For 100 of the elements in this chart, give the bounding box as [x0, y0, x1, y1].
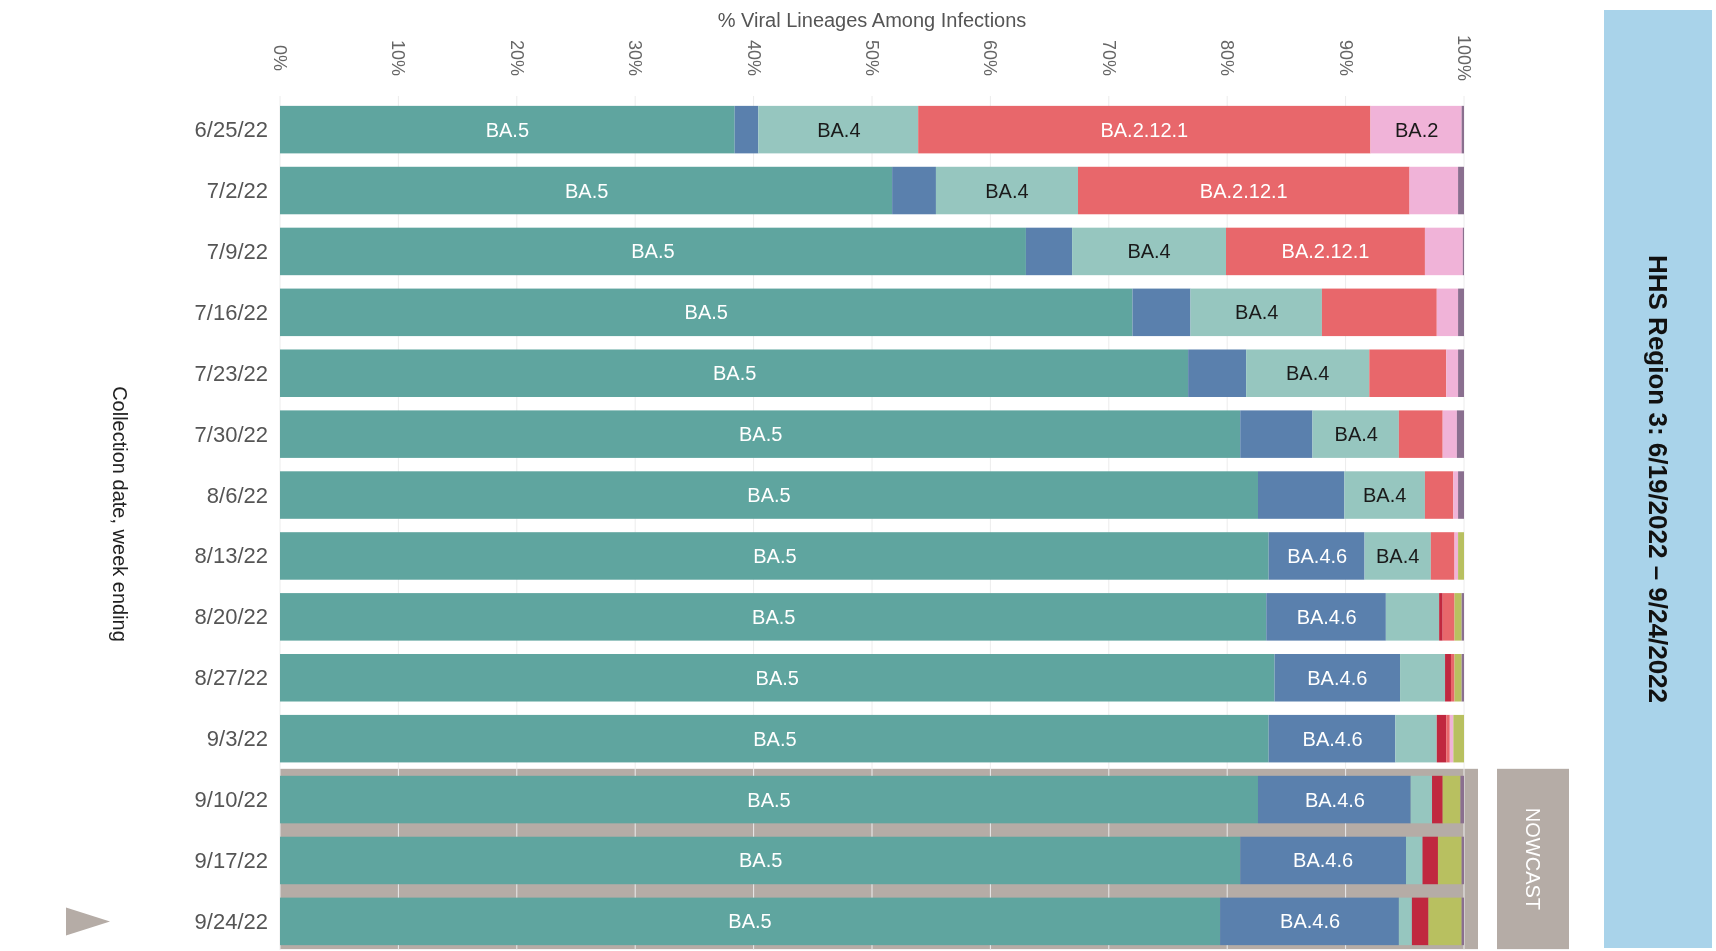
bar — [1446, 714, 1450, 763]
bar — [1442, 775, 1461, 824]
bar — [1456, 410, 1464, 458]
annotation: BA.4 — [1127, 240, 1171, 263]
x-tick-label: 0% — [270, 44, 290, 72]
annotation: BA.5 — [485, 118, 530, 141]
bar — [1424, 227, 1463, 276]
annotation: BA.5 — [752, 605, 796, 628]
bar — [1226, 227, 1425, 276]
bar — [280, 775, 1258, 824]
annotation: BA.5 — [684, 301, 728, 324]
bar — [1432, 775, 1443, 824]
bar — [1445, 654, 1451, 702]
bar — [1430, 532, 1455, 580]
bar — [1409, 166, 1459, 215]
annotation: BA.5 — [755, 666, 799, 689]
annotation: BA.5 — [747, 788, 791, 811]
bar — [1454, 593, 1462, 641]
annotation: BA.5 — [739, 423, 783, 446]
bar — [280, 532, 1269, 580]
annotation: BA.5 — [564, 179, 609, 202]
annotation: BA.2 — [1394, 118, 1439, 141]
y-tick-label: 9/3/22 — [206, 726, 268, 752]
annotation: BA.4.6 — [1293, 849, 1354, 872]
annotation: BA.5 — [753, 544, 797, 567]
annotation: BA.4.6 — [1287, 544, 1348, 567]
x-tick-label: 60% — [980, 39, 1001, 77]
bar — [1411, 897, 1429, 946]
x-tick-label: 70% — [1098, 39, 1119, 77]
annotation: BA.2.12.1 — [1199, 179, 1288, 202]
y-tick-label: 8/13/22 — [194, 543, 268, 569]
annotation: BA.4 — [1235, 301, 1279, 324]
bar — [1436, 714, 1447, 763]
y-tick-label: 6/25/22 — [194, 117, 268, 143]
bar — [734, 105, 759, 154]
bar — [1240, 410, 1313, 458]
bar — [1453, 714, 1464, 763]
bar — [280, 410, 1241, 458]
bar — [280, 105, 735, 154]
bar — [1446, 349, 1459, 397]
annotation: BA.2.12.1 — [1100, 118, 1189, 141]
bar — [1240, 836, 1406, 885]
annotation: BA.4.6 — [1296, 605, 1357, 628]
bar — [1072, 227, 1227, 276]
bar — [1190, 288, 1322, 337]
bar — [1257, 775, 1411, 824]
y-tick-label: 7/9/22 — [206, 238, 268, 264]
bar — [280, 836, 1241, 885]
bar — [1398, 410, 1443, 458]
bar — [1424, 471, 1454, 519]
y-tick-label: 9/24/22 — [194, 908, 268, 934]
annotation: BA.5 — [712, 362, 757, 385]
x-tick-label: 30% — [625, 39, 646, 77]
bar — [892, 166, 936, 215]
x-tick-label: 50% — [862, 39, 882, 77]
annotation: BA.5 — [747, 484, 791, 507]
annotation: BA.4 — [1286, 362, 1330, 385]
bar — [280, 227, 1026, 276]
bar — [758, 105, 919, 154]
y-tick-label: 7/16/22 — [194, 299, 268, 325]
annotation: BA.2.12.1 — [1281, 240, 1370, 263]
bar — [1369, 349, 1447, 397]
bar — [1257, 471, 1345, 519]
annotation: BA.5 — [753, 727, 797, 750]
x-tick-label: 20% — [506, 39, 527, 77]
bar — [1268, 714, 1396, 763]
bar — [1246, 349, 1370, 397]
bar — [1078, 166, 1410, 215]
bar — [1436, 288, 1459, 337]
bar — [1410, 775, 1433, 824]
x-tick-label: 100% — [1454, 34, 1474, 82]
annotation: BA.4.6 — [1304, 788, 1365, 811]
bar — [918, 105, 1371, 154]
bar — [280, 654, 1275, 702]
bar — [1025, 227, 1073, 276]
x-tick-label: 80% — [1217, 39, 1238, 77]
y-tick-label: 9/17/22 — [194, 847, 268, 873]
bar — [1266, 593, 1386, 641]
y-tick-label: 8/6/22 — [206, 482, 268, 508]
bar — [280, 349, 1189, 397]
annotation: BA.4 — [1334, 423, 1378, 446]
bar — [280, 714, 1269, 763]
bar — [1458, 471, 1464, 519]
bar — [1458, 288, 1464, 337]
bar — [1405, 836, 1423, 885]
y-tick-label: 7/23/22 — [194, 360, 268, 386]
annotation: BA.4.6 — [1307, 666, 1368, 689]
bar — [1458, 166, 1464, 215]
bar — [1312, 410, 1399, 458]
x-tick-label: 10% — [388, 39, 409, 77]
bar — [280, 593, 1267, 641]
bar — [935, 166, 1079, 215]
bar — [1132, 288, 1191, 337]
x-axis-title: % Viral Lineages Among Infections — [717, 9, 1027, 31]
bar — [1274, 654, 1401, 702]
bar — [280, 288, 1133, 337]
bar — [1460, 775, 1464, 824]
y-tick-label: 7/30/22 — [194, 421, 268, 447]
y-axis-title: Collection date, week ending — [109, 386, 131, 642]
annotation: BA.4.6 — [1302, 727, 1363, 750]
